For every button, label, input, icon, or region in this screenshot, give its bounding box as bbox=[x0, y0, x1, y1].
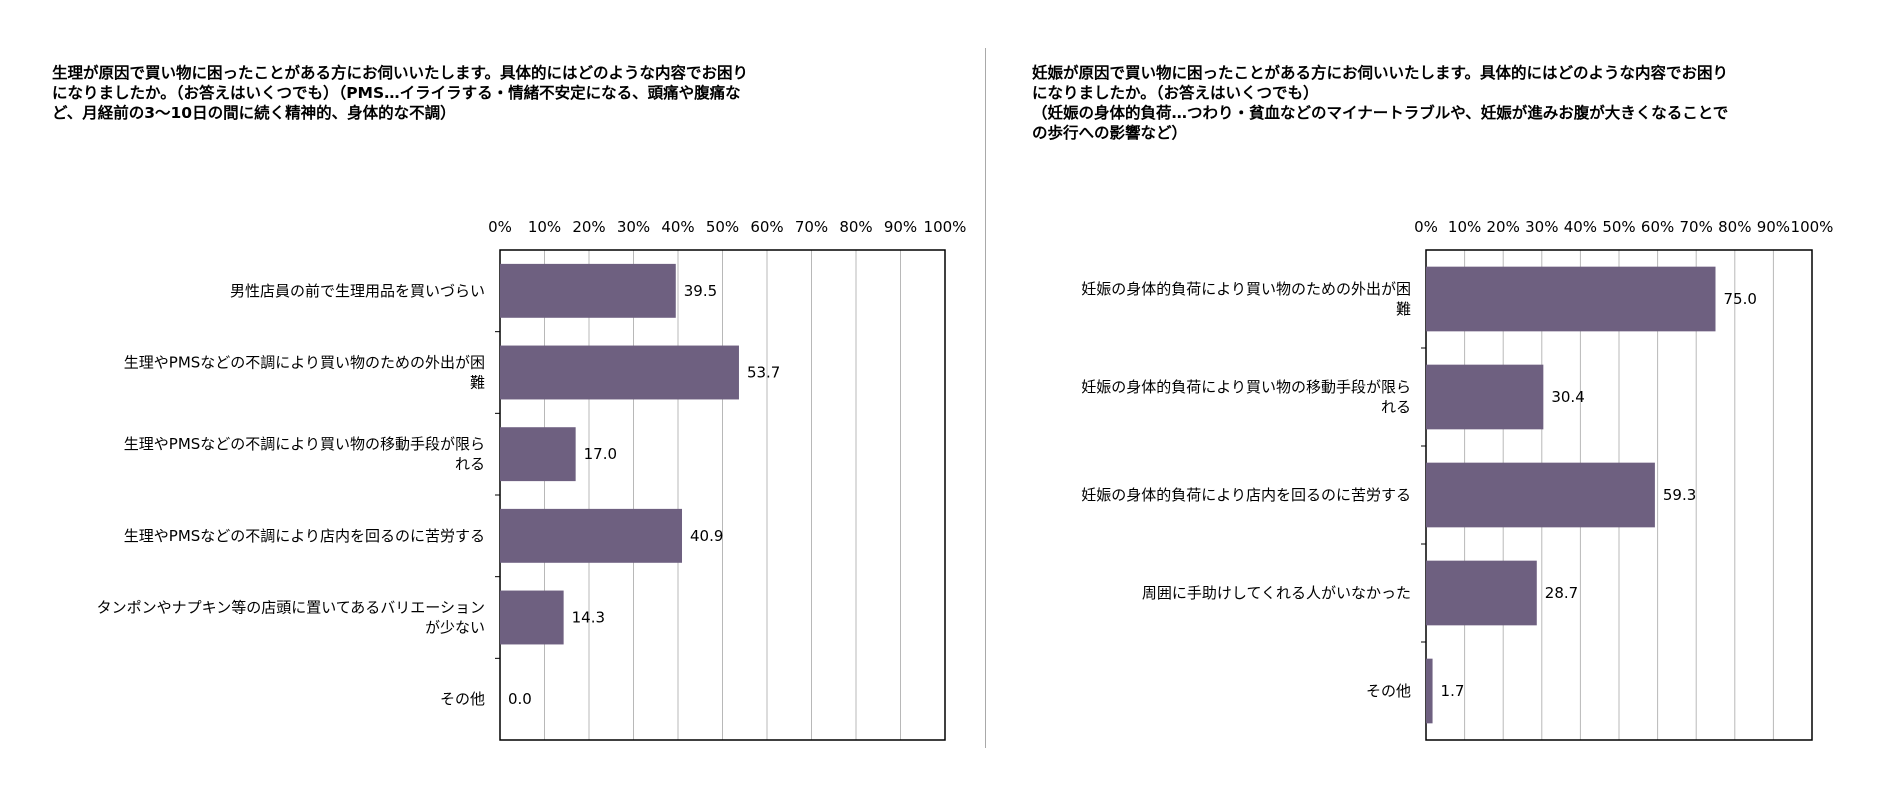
pregnancy-chart-tick-label: 30% bbox=[1525, 218, 1558, 236]
pregnancy-chart-bar bbox=[1426, 364, 1544, 430]
menstruation-chart-tick-label: 40% bbox=[661, 218, 694, 236]
bar-chart-menstruation: 0% 10% 20% 30% 40% 50% 60% 70% 80% 90% 100% 39.5 男性店… bbox=[97, 218, 967, 741]
pregnancy-chart-value-label: 75.0 bbox=[1724, 290, 1757, 308]
menstruation-chart-tick-label: 10% bbox=[528, 218, 561, 236]
pregnancy-chart-tick-label: 100% bbox=[1791, 218, 1834, 236]
pregnancy-chart-category-label: その他 bbox=[1366, 682, 1411, 700]
pregnancy-chart-value-label: 28.7 bbox=[1545, 584, 1578, 602]
pregnancy-chart-tick-label: 40% bbox=[1564, 218, 1597, 236]
pregnancy-chart-tick-label: 20% bbox=[1487, 218, 1520, 236]
menstruation-chart-bar bbox=[500, 345, 739, 400]
menstruation-chart-bar bbox=[500, 427, 576, 482]
pregnancy-chart-tick-label: 60% bbox=[1641, 218, 1674, 236]
pregnancy-chart-tick-label: 50% bbox=[1602, 218, 1635, 236]
pregnancy-chart-bar bbox=[1426, 266, 1716, 332]
menstruation-chart-value-label: 14.3 bbox=[572, 609, 605, 627]
menstruation-chart-category-label: その他 bbox=[440, 690, 485, 708]
pregnancy-chart-tick-label: 10% bbox=[1448, 218, 1481, 236]
pregnancy-chart-tick-label: 70% bbox=[1680, 218, 1713, 236]
menstruation-chart-category-label: 生理やPMSなどの不調により買い物のための外出が困 bbox=[124, 354, 485, 372]
menstruation-chart-tick-label: 80% bbox=[839, 218, 872, 236]
bar-chart-pregnancy: 0% 10% 20% 30% 40% 50% 60% 70% 80% 90% 100% 75.0 妊娠の… bbox=[1081, 218, 1834, 741]
menstruation-chart-value-label: 39.5 bbox=[684, 282, 717, 300]
pregnancy-chart-bar bbox=[1426, 658, 1433, 724]
menstruation-chart-category-label: 難 bbox=[470, 374, 485, 392]
chart-title-menstruation: 生理が原因で買い物に困ったことがある方にお伺いいたします。具体的にはどのような内… bbox=[52, 64, 748, 122]
menstruation-chart-value-label: 17.0 bbox=[584, 445, 617, 463]
chart-panel-menstruation: 生理が原因で買い物に困ったことがある方にお伺いいたします。具体的にはどのような内… bbox=[52, 64, 967, 741]
pregnancy-chart-category-label: 妊娠の身体的負荷により買い物の移動手段が限ら bbox=[1081, 378, 1411, 396]
menstruation-chart-bar bbox=[500, 508, 683, 563]
menstruation-chart-tick-label: 20% bbox=[572, 218, 605, 236]
menstruation-chart-tick-label: 0% bbox=[488, 218, 512, 236]
menstruation-chart-tick-label: 100% bbox=[924, 218, 967, 236]
menstruation-chart-tick-label: 70% bbox=[795, 218, 828, 236]
chart-panel-pregnancy: 妊娠が原因で買い物に困ったことがある方にお伺いいたします。具体的にはどのような内… bbox=[985, 0, 1880, 800]
menstruation-chart-tick-label: 30% bbox=[617, 218, 650, 236]
menstruation-chart-tick-label: 50% bbox=[706, 218, 739, 236]
menstruation-chart-value-label: 0.0 bbox=[508, 690, 532, 708]
menstruation-chart-value-label: 53.7 bbox=[747, 364, 780, 382]
menstruation-chart-value-label: 40.9 bbox=[690, 527, 723, 545]
menstruation-chart-category-label: れる bbox=[455, 455, 485, 473]
menstruation-chart-category-label: が少ない bbox=[425, 619, 485, 637]
menstruation-chart-category-label: タンポンやナプキン等の店頭に置いてあるバリエーション bbox=[97, 599, 485, 617]
menstruation-chart-bar bbox=[500, 263, 676, 318]
pregnancy-chart-tick-label: 80% bbox=[1718, 218, 1751, 236]
pregnancy-chart-category-label: れる bbox=[1381, 398, 1411, 416]
pregnancy-chart-value-label: 1.7 bbox=[1441, 682, 1465, 700]
pregnancy-chart-tick-label: 90% bbox=[1757, 218, 1790, 236]
pregnancy-chart-category-label: 周囲に手助けしてくれる人がいなかった bbox=[1142, 584, 1411, 602]
pregnancy-chart-category-label: 妊娠の身体的負荷により買い物のための外出が困 bbox=[1081, 280, 1411, 298]
pregnancy-chart-tick-label: 0% bbox=[1414, 218, 1438, 236]
menstruation-chart-tick-label: 90% bbox=[884, 218, 917, 236]
menstruation-chart-category-label: 生理やPMSなどの不調により買い物の移動手段が限ら bbox=[124, 435, 485, 453]
pregnancy-chart-bar bbox=[1426, 462, 1655, 528]
menstruation-chart-tick-label: 60% bbox=[750, 218, 783, 236]
menstruation-chart-category-label: 男性店員の前で生理用品を買いづらい bbox=[230, 282, 485, 300]
pregnancy-chart-category-label: 妊娠の身体的負荷により店内を回るのに苦労する bbox=[1081, 486, 1411, 504]
pregnancy-chart-value-label: 59.3 bbox=[1663, 486, 1696, 504]
pregnancy-chart-category-label: 難 bbox=[1396, 300, 1411, 318]
pregnancy-chart-bar bbox=[1426, 560, 1537, 626]
chart-title-pregnancy: 妊娠が原因で買い物に困ったことがある方にお伺いいたします。具体的にはどのような内… bbox=[1032, 64, 1729, 142]
pregnancy-chart-value-label: 30.4 bbox=[1551, 388, 1584, 406]
menstruation-chart-category-label: 生理やPMSなどの不調により店内を回るのに苦労する bbox=[124, 527, 485, 545]
panel-divider bbox=[985, 48, 986, 748]
menstruation-chart-bar bbox=[500, 590, 564, 645]
